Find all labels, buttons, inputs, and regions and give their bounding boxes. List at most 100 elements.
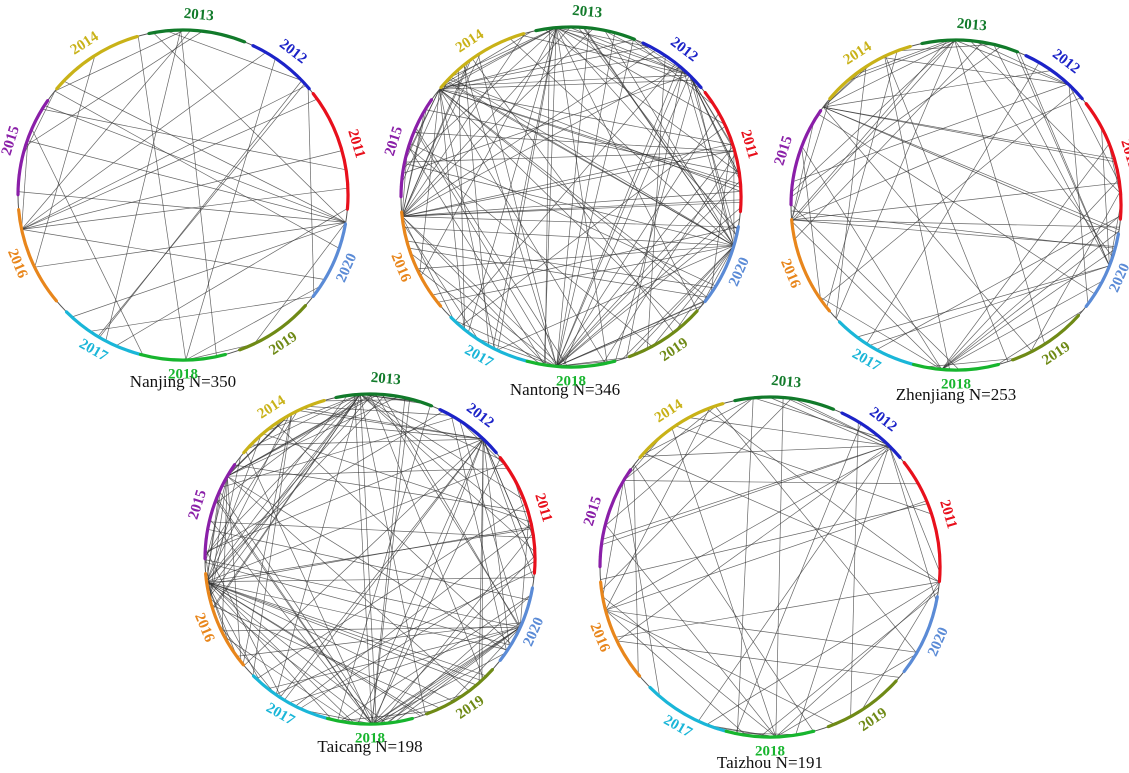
chord-edge [180,29,217,357]
node-dot [856,711,860,714]
year-label-2013: 2013 [572,3,603,22]
node-dot [724,264,728,268]
node-dot [515,632,519,635]
node-dot [533,559,537,563]
chord-edge [206,581,424,716]
node-dot [1091,112,1095,115]
chord-edge [227,396,399,477]
node-dot [522,32,526,35]
node-dot [844,326,847,329]
chord-edge [256,503,526,680]
chord-edge [888,445,941,573]
node-dot [837,320,841,324]
node-dot [156,30,160,34]
chord-edge [401,151,408,217]
node-dot [793,237,796,241]
year-label-2011: 2011 [936,498,960,531]
node-dot [533,572,536,575]
chord-edge [791,39,949,221]
chord-edge [22,90,56,158]
node-dot [534,29,538,33]
node-dot [76,66,79,70]
node-dot [419,115,423,119]
node-dot [411,398,415,402]
chord-edge [791,221,943,370]
node-dot [1081,97,1084,101]
node-dot [544,27,547,31]
node-dot [737,225,740,228]
node-dot [449,315,453,319]
node-dot [68,73,72,77]
chord-edge [941,248,1116,370]
chord-edge [302,408,484,440]
node-dot [477,338,480,341]
node-dot [931,517,935,521]
chord-edge [137,36,187,361]
node-dot [937,367,941,371]
node-dot [864,342,868,345]
chord-edge [876,215,1121,351]
node-dot [877,435,881,439]
chord-edge [623,480,660,697]
node-dot [425,712,428,716]
node-dot [594,27,598,31]
node-dot [298,309,302,313]
node-dot [286,700,289,704]
node-dot [91,55,95,58]
chord-edge [604,397,754,527]
chord-edge [698,445,890,722]
node-dot [723,123,727,127]
node-dot [220,629,224,633]
year-label-2018: 2018 [941,376,971,392]
chord-edge [446,80,735,247]
chord-edge [307,87,315,296]
node-dot [117,41,121,45]
node-dot [1093,292,1097,295]
chord-edge [448,78,742,192]
node-dot [841,83,845,87]
node-dot [317,714,321,718]
node-dot [1046,340,1050,344]
node-dot [155,356,159,360]
chord-edge [616,445,890,642]
chord-edge [736,397,754,734]
node-dot [938,580,941,584]
chord-edge [206,492,220,582]
node-dot [205,30,209,34]
edge-group [400,26,742,368]
node-dot [599,544,603,548]
node-dot [77,321,81,325]
node-dot [33,265,37,269]
node-dot [1025,352,1029,356]
chord-edge [791,219,1116,247]
caption-zhenjiang: Zhenjiang N=253 [896,385,1017,404]
chord-edge [513,478,535,542]
chord-edge [476,337,557,367]
node-dot [584,26,588,29]
chord-edge [846,39,955,82]
node-dot [325,112,329,116]
node-dot [1018,355,1022,359]
node-dot [887,354,891,358]
chord-edge [556,207,741,367]
node-dot [920,42,924,45]
chord-edge [253,222,346,345]
chord-edge [31,128,144,356]
node-dot [1112,156,1116,160]
node-dot [932,611,936,615]
chord-edge [733,732,799,735]
node-dot [403,230,407,234]
node-dot [427,288,430,291]
node-dot [842,718,845,722]
chord-edge [688,417,890,446]
chord-edge [823,70,1052,108]
node-dot [929,619,933,623]
node-dot [335,253,339,257]
chord-edge [206,528,533,583]
node-dot [106,340,110,344]
chord-edge [941,230,1120,370]
node-dot [292,315,296,319]
node-dot [392,394,396,398]
node-dot [657,341,661,344]
node-dot [879,350,883,354]
